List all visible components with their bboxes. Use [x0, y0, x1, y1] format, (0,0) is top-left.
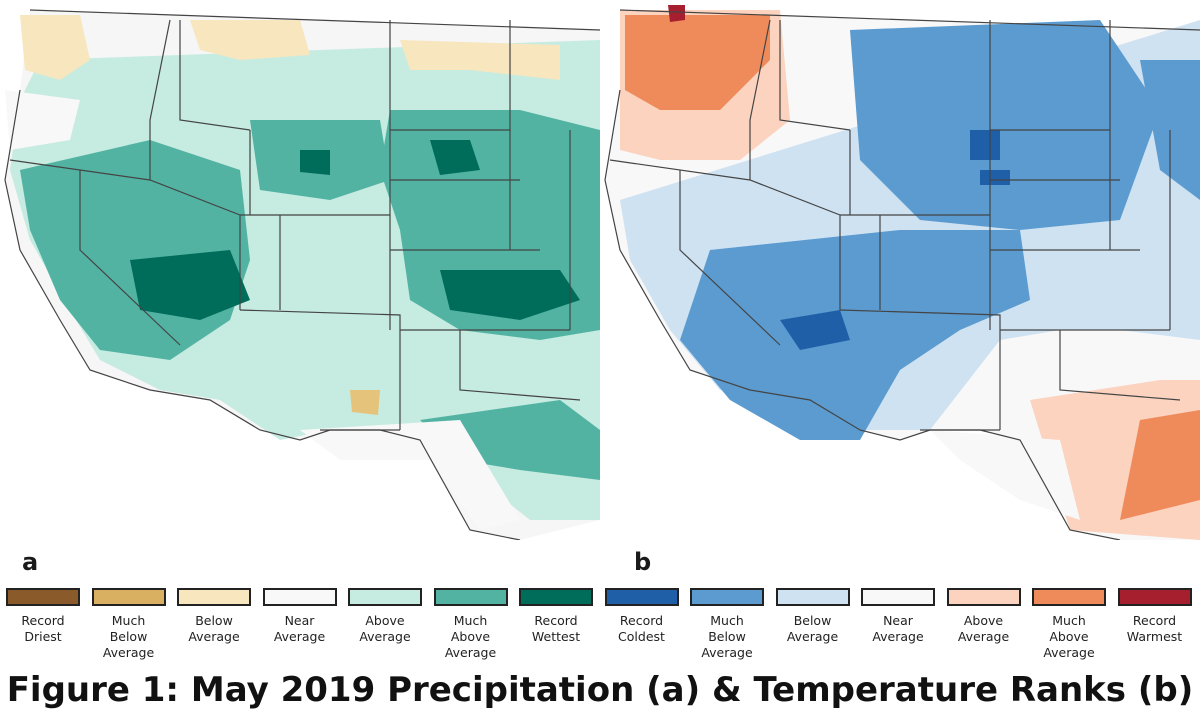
- below-average-texas: [350, 390, 380, 415]
- record-wettest-utah: [130, 250, 250, 320]
- legend-swatch: [690, 588, 764, 606]
- record-warmest-washington: [668, 5, 685, 22]
- legend-label: Much Below Average: [102, 613, 155, 660]
- legend-label: Much Above Average: [1043, 613, 1095, 660]
- much-above-region-texas-coast: [1120, 410, 1200, 520]
- legend-item-precip-5: Much Above Average: [432, 588, 510, 661]
- near-average-texas: [930, 430, 1080, 520]
- figure-caption: Figure 1: May 2019 Precipitation (a) & T…: [6, 670, 1194, 710]
- legend-label: Below Average: [188, 613, 240, 644]
- legend-label: Above Average: [359, 613, 411, 644]
- legend-label: Record Warmest: [1126, 613, 1183, 644]
- state-borders: [609, 19, 1181, 431]
- legend-item-temp-11: Above Average: [945, 588, 1023, 645]
- record-wettest-wyoming: [300, 150, 330, 175]
- temperature-map: [600, 0, 1200, 540]
- legend-swatch: [946, 588, 1021, 606]
- below-average-dakota: [400, 40, 560, 80]
- legend-swatch: [1117, 588, 1192, 606]
- legend-item-temp-13: Record Warmest: [1116, 588, 1194, 645]
- much-below-region-plains: [850, 20, 1160, 230]
- legend-swatch: [604, 588, 679, 606]
- below-average-montana: [190, 20, 310, 60]
- legend-item-precip-4: Above Average: [346, 588, 424, 645]
- legend-swatch: [519, 588, 593, 606]
- panel-label-a: a: [22, 548, 39, 576]
- record-wettest-kansas: [440, 270, 580, 320]
- legend-label: Record Wettest: [531, 613, 581, 644]
- country-outline: [4, 9, 600, 540]
- legend-label: Near Average: [273, 613, 326, 644]
- legend-swatch: [861, 588, 935, 606]
- much-below-region-southwest: [680, 230, 1030, 440]
- legend-label: Near Average: [872, 613, 924, 644]
- legend-swatch: [177, 588, 251, 606]
- legend-item-precip-2: Below Average: [175, 588, 253, 645]
- record-wettest-nebraska: [430, 140, 480, 175]
- legend-swatch: [262, 588, 337, 606]
- legend-label: Much Above Average: [444, 613, 497, 660]
- precipitation-map-svg: [0, 0, 600, 540]
- legend-label: Below Average: [786, 613, 839, 644]
- below-average-northwest: [20, 15, 90, 80]
- legend-item-temp-9: Below Average: [774, 588, 852, 645]
- legend-item-precip-6: Record Wettest: [517, 588, 595, 645]
- legend-item-temp-8: Much Below Average: [688, 588, 766, 661]
- near-average-texas: [300, 420, 520, 530]
- legend-swatch: [1032, 588, 1106, 606]
- legend-item-precip-0: Record Driest: [4, 588, 82, 645]
- color-legend: Record Driest Much Below Average Below Ave…: [0, 588, 1200, 668]
- legend-item-precip-1: Much Below Average: [90, 588, 168, 661]
- country-outline: [604, 9, 1200, 540]
- legend-item-temp-10: Near Average: [859, 588, 937, 645]
- record-coldest-arizona: [780, 310, 850, 350]
- legend-label: Much Below Average: [701, 613, 753, 660]
- legend-label: Record Coldest: [618, 613, 665, 644]
- near-average-nw: [5, 90, 80, 150]
- legend-swatch: [775, 588, 850, 606]
- legend-swatch: [348, 588, 422, 606]
- legend-item-temp-12: Much Above Average: [1030, 588, 1108, 661]
- legend-label: Record Driest: [21, 613, 65, 644]
- legend-item-temp-7: Record Coldest: [603, 588, 681, 645]
- state-borders: [9, 19, 581, 431]
- much-above-region-washington: [625, 15, 770, 110]
- legend-label: Above Average: [957, 613, 1010, 644]
- legend-swatch: [91, 588, 166, 606]
- legend-swatch: [6, 588, 80, 606]
- temperature-map-svg: [600, 0, 1200, 540]
- legend-swatch: [433, 588, 508, 606]
- precipitation-map: [0, 0, 600, 540]
- record-coldest-wyoming: [970, 130, 1000, 160]
- legend-item-precip-3: Near Average: [261, 588, 339, 645]
- record-coldest-colorado: [980, 170, 1010, 185]
- panel-label-b: b: [634, 548, 652, 576]
